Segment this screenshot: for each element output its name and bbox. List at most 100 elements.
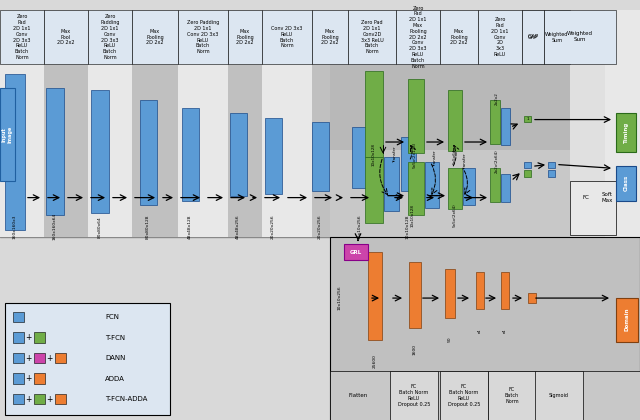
Text: Zero Pad
2D 1x1
Conv2D
3x3 ReLU
Batch
Norm: Zero Pad 2D 1x1 Conv2D 3x3 ReLU Batch No… bbox=[360, 20, 383, 54]
Bar bbox=[0, 10, 44, 236]
Text: FC
Batch
Norm: FC Batch Norm bbox=[505, 387, 519, 404]
Bar bbox=[34, 353, 45, 363]
Text: ADDA: ADDA bbox=[105, 375, 125, 381]
Text: Zero Padding
2D 1x1
Conv 2D 3x3
ReLU
Batch
Norm: Zero Padding 2D 1x1 Conv 2D 3x3 ReLU Bat… bbox=[187, 20, 219, 54]
Bar bbox=[178, 10, 228, 236]
Text: T-FCN-ADDA: T-FCN-ADDA bbox=[105, 396, 147, 402]
Bar bbox=[501, 108, 510, 145]
Bar bbox=[228, 10, 262, 64]
Text: r4: r4 bbox=[503, 328, 507, 333]
Text: Zero
Pad
2D 1x1
Max
Pooling
2D 2x2
Conv
2D 3x3
ReLU
Batch
Norm: Zero Pad 2D 1x1 Max Pooling 2D 2x2 Conv … bbox=[409, 5, 427, 68]
Bar bbox=[13, 332, 24, 343]
Text: 20x20x256: 20x20x256 bbox=[271, 215, 275, 239]
Bar bbox=[490, 168, 500, 202]
Bar bbox=[13, 353, 24, 363]
Bar bbox=[544, 10, 616, 64]
Text: Timing: Timing bbox=[623, 122, 628, 143]
Bar bbox=[440, 371, 488, 420]
Text: FCN: FCN bbox=[105, 314, 119, 320]
Bar bbox=[348, 10, 396, 64]
Text: 160x160x64: 160x160x64 bbox=[53, 213, 57, 241]
Bar bbox=[524, 116, 531, 123]
Text: 10x10x128: 10x10x128 bbox=[406, 215, 410, 239]
Bar bbox=[352, 127, 369, 188]
Bar bbox=[570, 10, 605, 236]
Bar bbox=[55, 394, 66, 404]
Bar bbox=[544, 10, 570, 64]
Bar bbox=[408, 162, 424, 215]
Bar bbox=[228, 10, 262, 236]
Text: Max
Pool
2D 2x2: Max Pool 2D 2x2 bbox=[57, 29, 75, 45]
Text: +: + bbox=[46, 394, 52, 404]
Bar bbox=[178, 10, 228, 64]
Bar bbox=[0, 10, 640, 236]
Bar bbox=[448, 90, 462, 151]
Text: FC
Batch Norm
ReLU
Dropout 0.25: FC Batch Norm ReLU Dropout 0.25 bbox=[398, 384, 430, 407]
Text: GAP: GAP bbox=[527, 34, 539, 39]
Bar bbox=[140, 100, 157, 205]
Text: 10x10x256: 10x10x256 bbox=[358, 215, 362, 239]
Bar bbox=[230, 113, 247, 196]
Text: Transfer: Transfer bbox=[463, 153, 467, 170]
Bar bbox=[365, 157, 383, 223]
Bar bbox=[488, 371, 536, 420]
Bar bbox=[570, 181, 616, 235]
Text: +: + bbox=[25, 374, 31, 383]
Text: 1: 1 bbox=[526, 117, 529, 121]
Bar bbox=[312, 123, 329, 191]
Bar bbox=[182, 108, 199, 200]
Bar bbox=[528, 293, 536, 303]
Bar bbox=[390, 371, 438, 420]
Bar bbox=[522, 10, 544, 64]
Bar bbox=[13, 312, 24, 323]
Text: DANN: DANN bbox=[105, 355, 125, 361]
Text: Class: Class bbox=[623, 175, 628, 191]
Bar bbox=[262, 10, 312, 236]
Bar bbox=[5, 74, 25, 230]
Text: Soft
Max: Soft Max bbox=[602, 192, 612, 203]
Bar bbox=[501, 174, 510, 202]
Bar bbox=[425, 162, 439, 208]
Bar bbox=[605, 10, 640, 236]
Text: GAP: GAP bbox=[528, 34, 538, 39]
Text: 48x48x256: 48x48x256 bbox=[236, 215, 240, 239]
Bar bbox=[445, 269, 455, 318]
Bar bbox=[348, 10, 396, 236]
Bar bbox=[401, 137, 416, 191]
Bar bbox=[13, 394, 24, 404]
Bar bbox=[330, 64, 600, 150]
Text: Transfer: Transfer bbox=[433, 150, 437, 167]
Bar bbox=[409, 262, 421, 328]
Text: 2x2x(2x64): 2x2x(2x64) bbox=[495, 150, 499, 173]
Bar bbox=[396, 10, 440, 64]
Text: Zero
Pad
2D 1x1
Conv
2D
3x3
ReLU: Zero Pad 2D 1x1 Conv 2D 3x3 ReLU bbox=[492, 17, 509, 57]
Text: Transfer: Transfer bbox=[393, 147, 397, 163]
Bar bbox=[330, 150, 600, 236]
Text: T-FCN: T-FCN bbox=[105, 335, 125, 341]
Bar bbox=[463, 168, 475, 205]
Bar bbox=[548, 170, 555, 177]
Bar bbox=[368, 252, 382, 340]
Text: FC: FC bbox=[582, 195, 589, 200]
Text: Conv 2D 3x3
ReLU
Batch
Norm: Conv 2D 3x3 ReLU Batch Norm bbox=[271, 26, 303, 48]
Bar bbox=[330, 10, 640, 236]
Text: Max
Pooling
2D 2x2: Max Pooling 2D 2x2 bbox=[321, 29, 339, 45]
Text: Flatten: Flatten bbox=[348, 393, 367, 398]
Bar bbox=[55, 353, 66, 363]
Text: Zero
Padding
2D 1x1
Conv
2D 3x3
ReLU
Batch
Norm: Zero Padding 2D 1x1 Conv 2D 3x3 ReLU Bat… bbox=[100, 14, 120, 60]
Text: Max
Pooling
2D 2x2: Max Pooling 2D 2x2 bbox=[146, 29, 164, 45]
Text: +: + bbox=[46, 354, 52, 362]
Text: 10x10x128: 10x10x128 bbox=[411, 204, 415, 227]
Text: Weighted
Sum: Weighted Sum bbox=[545, 32, 569, 42]
Text: 5x5x(2x64): 5x5x(2x64) bbox=[453, 203, 457, 227]
Bar bbox=[312, 10, 348, 64]
Text: 5x5x(2x128): 5x5x(2x128) bbox=[413, 142, 417, 168]
Text: +: + bbox=[25, 333, 31, 342]
Bar bbox=[384, 157, 399, 211]
Text: 10x10x256: 10x10x256 bbox=[338, 286, 342, 310]
Text: 10x10x128: 10x10x128 bbox=[372, 143, 376, 166]
Bar bbox=[408, 79, 424, 153]
Text: 25600: 25600 bbox=[373, 354, 377, 368]
Text: 48x48x128: 48x48x128 bbox=[188, 215, 192, 239]
Bar bbox=[330, 236, 640, 420]
